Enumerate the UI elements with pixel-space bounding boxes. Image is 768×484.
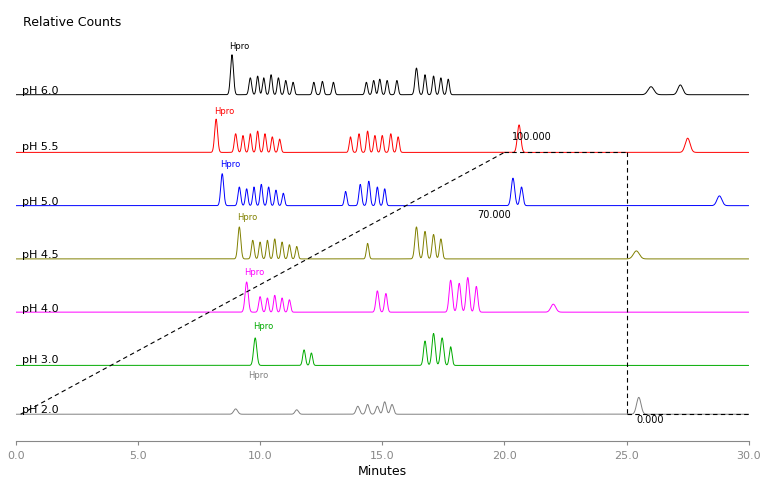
Text: 100.000: 100.000 [511, 132, 551, 142]
Text: pH 4.0: pH 4.0 [22, 303, 58, 313]
Text: Hpro: Hpro [230, 42, 250, 51]
Text: Hpro: Hpro [220, 160, 240, 168]
Text: pH 3.0: pH 3.0 [22, 354, 58, 364]
Text: pH 5.0: pH 5.0 [22, 197, 58, 207]
Text: pH 5.5: pH 5.5 [22, 141, 58, 151]
Text: Hpro: Hpro [214, 106, 234, 116]
Text: 0.000: 0.000 [637, 414, 664, 424]
Text: Hpro: Hpro [244, 267, 264, 276]
Text: Relative Counts: Relative Counts [23, 15, 121, 29]
Text: Hpro: Hpro [248, 370, 268, 379]
Text: Hpro: Hpro [253, 321, 273, 330]
Text: pH 6.0: pH 6.0 [22, 86, 58, 96]
Text: Hpro: Hpro [237, 213, 257, 222]
X-axis label: Minutes: Minutes [358, 464, 407, 477]
Text: 70.000: 70.000 [478, 210, 511, 220]
Text: pH 2.0: pH 2.0 [22, 404, 58, 414]
Text: pH 4.5: pH 4.5 [22, 250, 58, 260]
